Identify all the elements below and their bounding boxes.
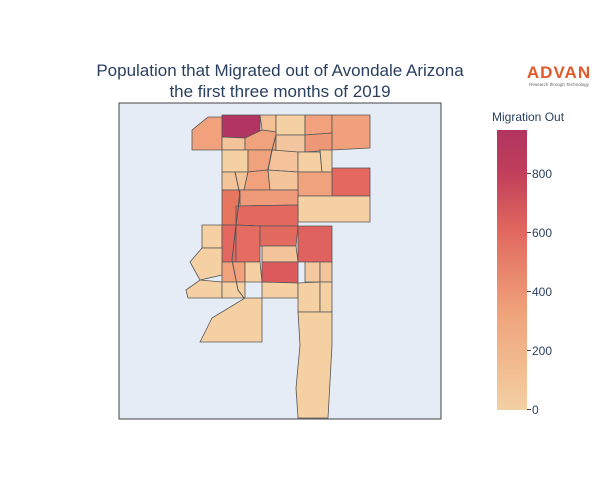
river-line xyxy=(231,171,245,299)
region[interactable] xyxy=(267,169,299,191)
colorbar-tick-label: 800 xyxy=(526,168,552,180)
colorbar-tick-label: 400 xyxy=(526,286,552,298)
region[interactable] xyxy=(259,114,277,133)
region[interactable] xyxy=(244,261,263,283)
colorbar-tick-label: 0 xyxy=(527,404,539,416)
region[interactable] xyxy=(201,224,223,249)
region[interactable] xyxy=(297,151,323,173)
map-title: Population that Migrated out of Avondale… xyxy=(40,60,520,102)
colorbar-tick-label: 600 xyxy=(526,227,552,239)
region[interactable] xyxy=(221,149,249,173)
census-regions xyxy=(185,114,371,419)
colorbar-tick-label: 200 xyxy=(526,345,552,357)
region[interactable] xyxy=(304,114,333,136)
region[interactable] xyxy=(199,297,263,343)
region[interactable] xyxy=(295,311,333,419)
region[interactable] xyxy=(331,114,371,151)
region[interactable] xyxy=(221,171,249,191)
region[interactable] xyxy=(259,225,299,247)
road-line xyxy=(267,134,277,171)
region[interactable] xyxy=(319,149,333,173)
region[interactable] xyxy=(304,261,321,283)
colorbar-title: Migration Out xyxy=(492,110,565,124)
advan-logo: ADVAN Research through Technology xyxy=(523,64,595,88)
region[interactable] xyxy=(221,136,246,151)
region[interactable] xyxy=(319,281,333,313)
region[interactable] xyxy=(243,169,271,191)
region[interactable] xyxy=(267,149,299,173)
map-title-line2: the first three months of 2019 xyxy=(169,82,391,101)
region[interactable] xyxy=(275,134,306,153)
region[interactable] xyxy=(304,132,333,153)
region[interactable] xyxy=(297,225,333,263)
region[interactable] xyxy=(221,281,246,299)
map-title-line1: Population that Migrated out of Avondale… xyxy=(96,61,464,80)
region[interactable] xyxy=(275,114,306,136)
region[interactable] xyxy=(331,167,371,197)
logo-wordmark: ADVAN xyxy=(526,63,592,82)
region[interactable] xyxy=(297,195,371,223)
region[interactable] xyxy=(261,245,299,263)
region[interactable] xyxy=(319,261,333,283)
region[interactable] xyxy=(261,281,299,299)
logo-tagline: Research through Technology xyxy=(529,82,589,87)
region[interactable] xyxy=(189,247,223,281)
region[interactable] xyxy=(235,224,261,263)
region[interactable] xyxy=(297,171,333,197)
region[interactable] xyxy=(297,281,321,313)
colorbar xyxy=(497,130,527,410)
region[interactable] xyxy=(235,204,299,227)
region[interactable] xyxy=(261,261,299,284)
region[interactable] xyxy=(239,189,299,207)
